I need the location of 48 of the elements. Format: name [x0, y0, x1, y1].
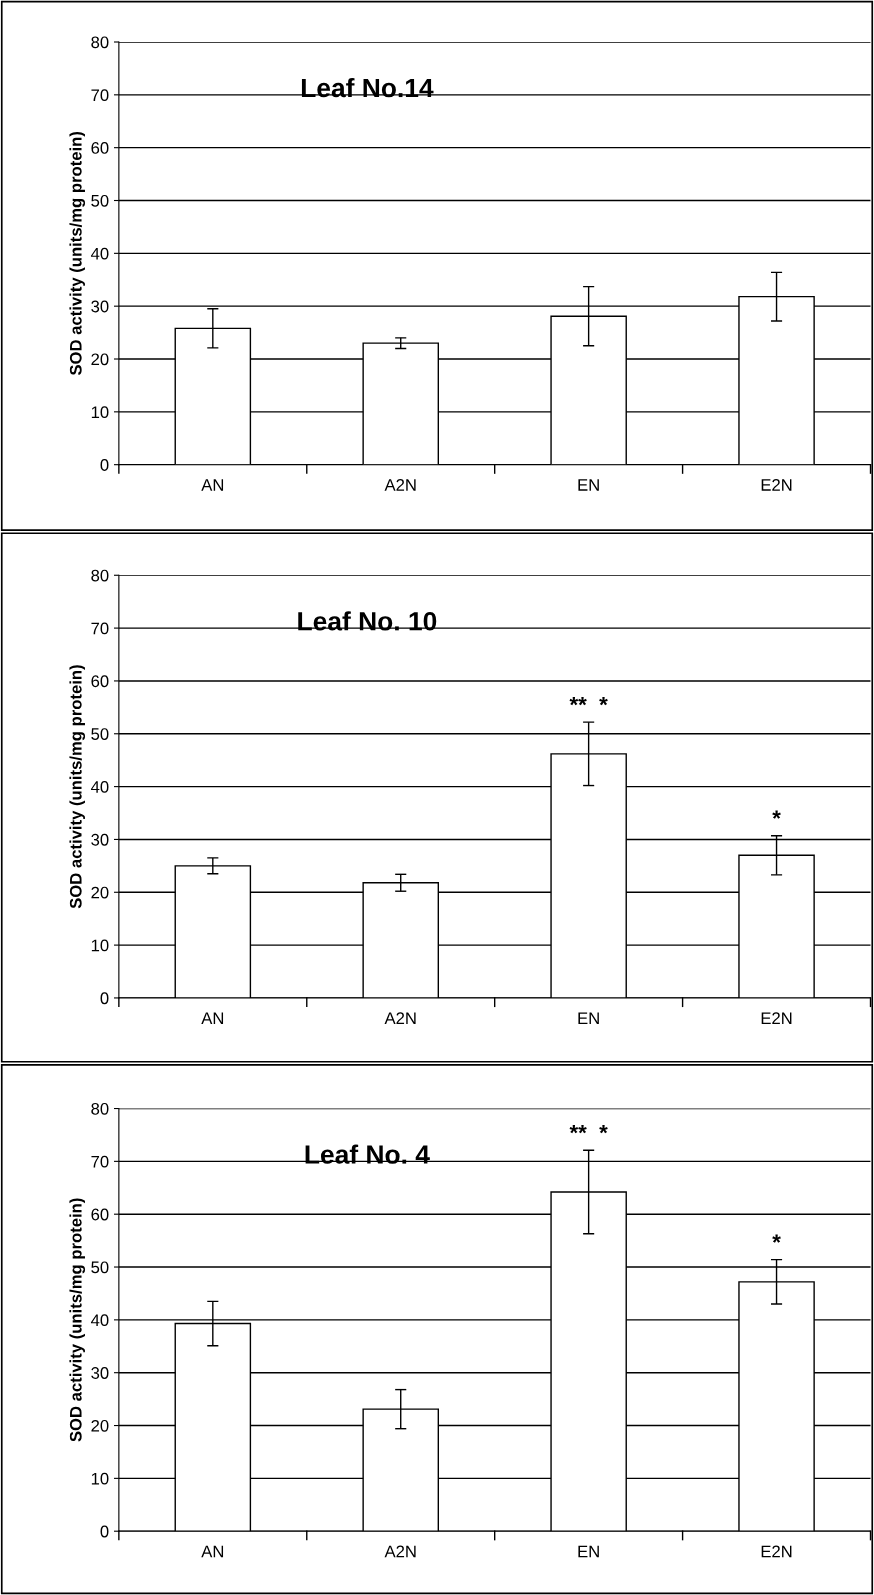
annotation: ** * [569, 1125, 608, 1134]
text: Leaf No. 10 [298, 611, 437, 631]
x-tick-label: EN [578, 479, 599, 491]
y-tick-label: 20 [91, 886, 109, 899]
y-tick-label: 60 [91, 675, 109, 688]
annotation: * [772, 810, 781, 819]
x-tick-label: E2N [761, 1012, 792, 1024]
x-tick-label: E2N [761, 479, 792, 491]
x-tick-label: EN [578, 1545, 599, 1558]
y-tick-label: 70 [91, 622, 109, 635]
y-tick-label: 60 [91, 1208, 109, 1221]
y-tick-label: 40 [90, 781, 109, 793]
y-tick-label: 20 [91, 1419, 109, 1432]
x-tick-label: A2N [384, 1012, 416, 1024]
y-axis-title: SOD activity (units/mg protein) [69, 131, 86, 376]
y-tick-label: 30 [91, 833, 109, 846]
y-tick-label: 40 [90, 1314, 109, 1327]
y-tick-label: 70 [91, 89, 109, 102]
y-tick-label: 30 [91, 1367, 109, 1379]
y-tick-label: 80 [91, 36, 109, 49]
x-tick-label: EN [578, 1012, 599, 1024]
y-tick-label: 50 [91, 728, 109, 740]
y-tick-label: 50 [91, 194, 109, 207]
y-tick-label: 0 [100, 1525, 109, 1538]
y-axis-title: SOD activity (units/mg protein) [69, 665, 86, 909]
y-tick-label: 80 [91, 1102, 109, 1115]
x-tick-label: A2N [384, 479, 416, 491]
x-tick-label: AN [201, 479, 224, 491]
y-tick-label: 10 [91, 939, 109, 952]
x-tick-label: AN [201, 1545, 224, 1558]
annotation: ** * [569, 696, 608, 706]
y-tick-label: 0 [100, 459, 109, 471]
x-tick-label: AN [201, 1012, 224, 1024]
y-tick-label: 30 [91, 300, 109, 313]
y-tick-label: 10 [91, 406, 109, 419]
y-tick-label: 40 [90, 247, 109, 260]
y-tick-label: 20 [91, 353, 109, 366]
x-tick-label: E2N [761, 1545, 792, 1558]
y-tick-label: 50 [91, 1261, 109, 1274]
y-axis-title: SOD activity (units/mg protein) [69, 1198, 86, 1442]
y-tick-label: 0 [100, 992, 109, 1005]
x-tick-label: A2N [384, 1545, 416, 1558]
y-tick-label: 70 [91, 1155, 109, 1168]
y-tick-label: 10 [91, 1472, 109, 1485]
annotation: * [772, 1234, 781, 1243]
y-tick-label: 80 [91, 569, 109, 582]
text: Leaf No.14 [301, 77, 434, 98]
y-tick-label: 60 [91, 142, 109, 154]
